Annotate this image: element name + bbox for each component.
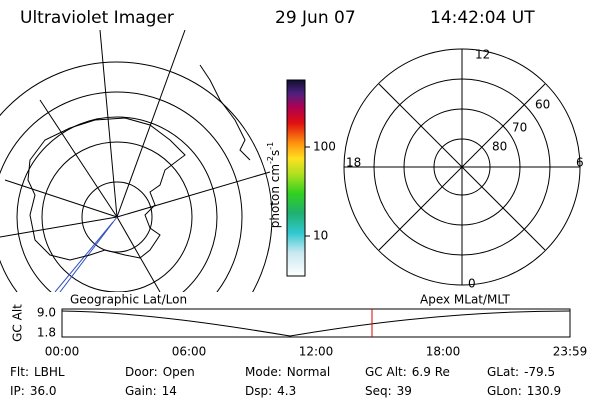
colorbar-tick: 10 xyxy=(313,229,328,243)
info-value: Open xyxy=(163,365,195,379)
x-tick-label: 23:59 xyxy=(553,345,588,359)
info-value: 130.9 xyxy=(527,384,561,398)
info-field: GLon: 130.9 xyxy=(487,384,561,398)
info-value: 14 xyxy=(162,384,177,398)
x-tick-label: 18:00 xyxy=(426,345,461,359)
info-value: 36.0 xyxy=(30,384,57,398)
mlt-label: 0 xyxy=(468,277,476,291)
mlt-label: 12 xyxy=(475,48,490,62)
timeline-box xyxy=(61,308,571,338)
info-value: LBHL xyxy=(34,365,65,379)
info-label: Door: xyxy=(125,365,158,379)
mlt-label: 18 xyxy=(346,156,361,170)
info-value: 4.3 xyxy=(277,384,296,398)
info-value: 39 xyxy=(397,384,412,398)
info-field: Door: Open xyxy=(125,365,195,379)
colorbar-tick: 100 xyxy=(313,140,336,154)
info-field: Gain: 14 xyxy=(125,384,177,398)
info-label: Flt: xyxy=(10,365,29,379)
info-field: Flt: LBHL xyxy=(10,365,65,379)
info-field: Mode: Normal xyxy=(245,365,330,379)
polar-grid xyxy=(343,48,581,286)
info-field: Seq: 39 xyxy=(365,384,412,398)
lat-label: 80 xyxy=(492,140,507,154)
colorbar-label: photon cm-2s-1 xyxy=(266,142,282,229)
altitude-curve xyxy=(61,310,571,337)
info-field: Dsp: 4.3 xyxy=(245,384,296,398)
date: 29 Jun 07 xyxy=(275,8,356,28)
timeline-right-label: Apex MLat/MLT xyxy=(420,293,510,307)
lat-label: 60 xyxy=(535,98,550,112)
geo-map xyxy=(0,30,272,292)
x-tick-label: 12:00 xyxy=(299,345,334,359)
info-label: GC Alt: xyxy=(365,365,407,379)
info-field: GC Alt: 6.9 Re xyxy=(365,365,450,379)
info-label: Dsp: xyxy=(245,384,272,398)
y-tick-label: 1.8 xyxy=(37,326,56,340)
info-label: Seq: xyxy=(365,384,392,398)
info-field: IP: 36.0 xyxy=(10,384,57,398)
info-value: -79.5 xyxy=(524,365,555,379)
time: 14:42:04 UT xyxy=(430,8,535,28)
lat-label: 70 xyxy=(512,121,527,135)
info-value: 6.9 Re xyxy=(412,365,450,379)
info-label: GLat: xyxy=(487,365,519,379)
info-field: GLat: -79.5 xyxy=(487,365,555,379)
info-value: Normal xyxy=(287,365,330,379)
colorbar xyxy=(286,79,306,277)
info-label: IP: xyxy=(10,384,25,398)
y-label: GC Alt xyxy=(11,304,25,342)
info-label: GLon: xyxy=(487,384,522,398)
title: Ultraviolet Imager xyxy=(20,8,174,28)
info-label: Mode: xyxy=(245,365,282,379)
x-tick-label: 06:00 xyxy=(172,345,207,359)
y-tick-label: 9.0 xyxy=(37,306,56,320)
timeline-left-label: Geographic Lat/Lon xyxy=(70,293,187,307)
x-tick-label: 00:00 xyxy=(45,345,80,359)
mlt-label: 6 xyxy=(576,156,584,170)
info-label: Gain: xyxy=(125,384,157,398)
